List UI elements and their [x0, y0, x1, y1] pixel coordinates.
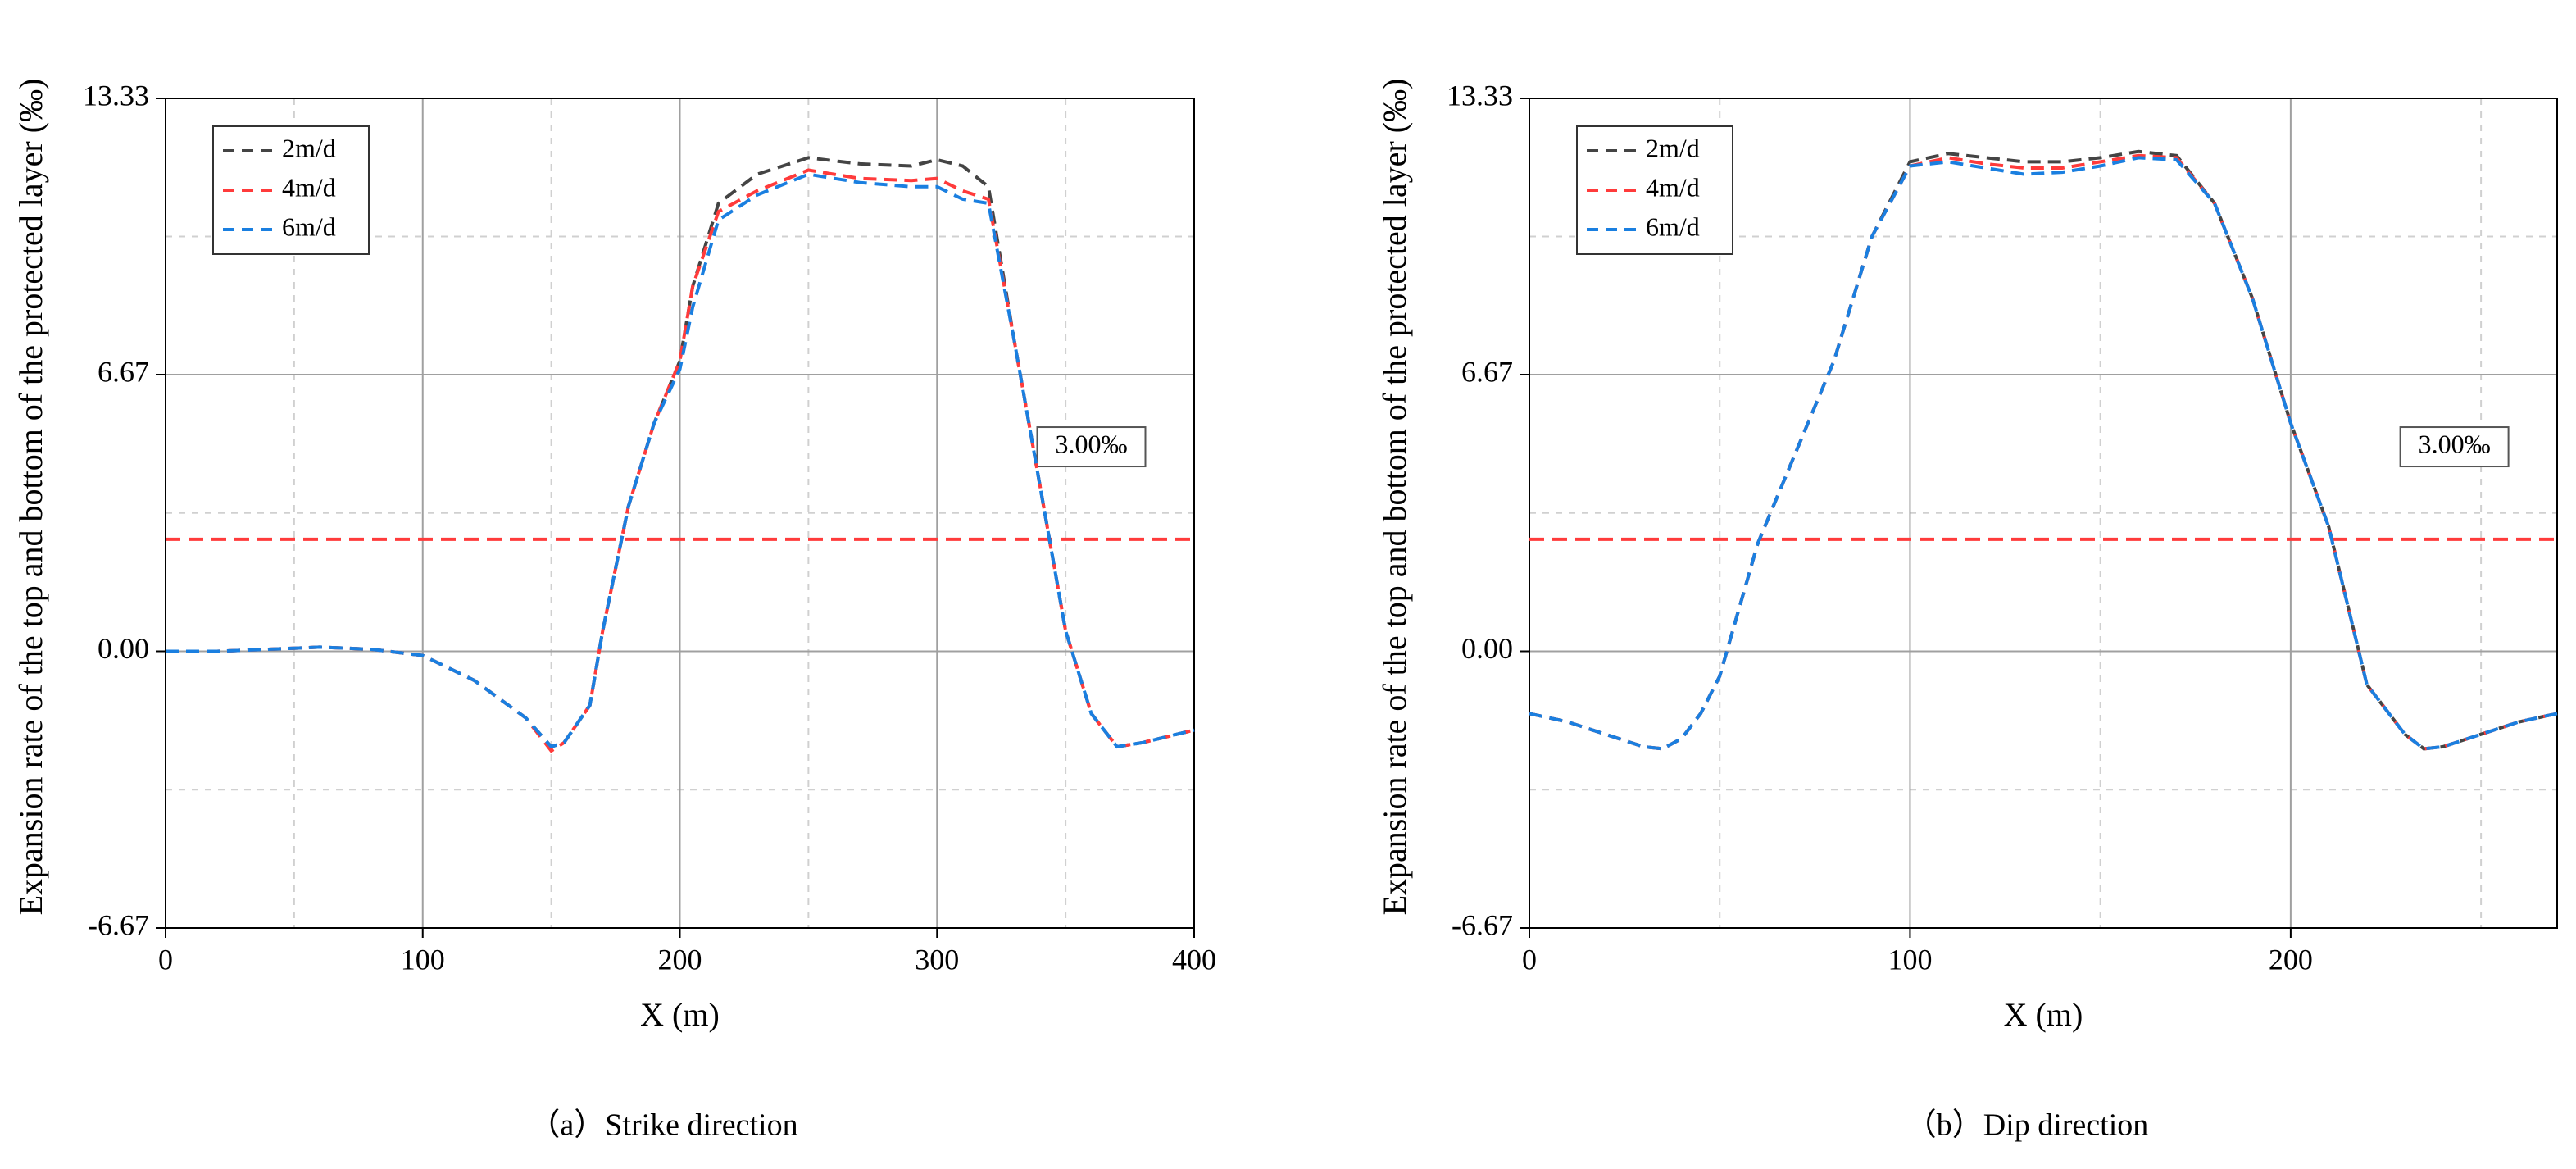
legend-label: 4m/d [282, 172, 336, 202]
y-tick-label: 6.67 [1461, 355, 1513, 388]
annotation: 3.00‰ [2419, 429, 2491, 458]
y-axis-label: Expansion rate of the top and bottom of … [1376, 79, 1413, 916]
x-tick-label: 100 [401, 943, 445, 976]
x-tick-label: 200 [2269, 943, 2313, 976]
y-tick-label: -6.67 [1452, 908, 1513, 941]
caption: （b）Dip direction [1906, 1108, 2149, 1143]
y-tick-label: 0.00 [98, 632, 149, 665]
annotation: 3.00‰ [1056, 429, 1128, 458]
legend-label: 2m/d [282, 133, 336, 162]
x-tick-label: 0 [1522, 943, 1537, 976]
legend-box [212, 125, 370, 255]
x-tick-label: 100 [1888, 943, 1932, 976]
x-tick-label: 200 [658, 943, 702, 976]
legend-box [1576, 125, 1733, 255]
y-tick-label: 0.00 [1461, 632, 1513, 665]
annotation-box [2399, 426, 2510, 468]
plot-frame [1529, 98, 2558, 929]
y-tick-label: 6.67 [98, 355, 149, 388]
x-tick-label: 0 [158, 943, 173, 976]
legend-label: 4m/d [1646, 172, 1700, 202]
x-tick-label: 300 [915, 943, 959, 976]
series-line [1529, 156, 2558, 751]
caption: （a）Strike direction [529, 1108, 797, 1143]
annotation-box [1036, 426, 1147, 468]
plot-frame [165, 98, 1195, 929]
x-axis-label: X (m) [2004, 996, 2083, 1033]
y-tick-label: 13.33 [1447, 79, 1513, 111]
y-tick-label: 13.33 [83, 79, 149, 111]
legend-label: 6m/d [1646, 212, 1700, 241]
chart: 0 100 200 -6.67 0.00 6.67 13.33 3.00‰ 2m/d 4m/d 6m… [1376, 79, 2558, 1143]
y-axis-label: Expansion rate of the top and bottom of … [12, 79, 49, 916]
legend-label: 6m/d [282, 212, 336, 241]
series-line [166, 172, 1195, 749]
legend-label: 2m/d [1646, 133, 1700, 162]
chart: 0 100 200 300 400 -6.67 0.00 6.67 13.33 3.00‰ 2m/d… [12, 79, 1216, 1143]
x-tick-label: 400 [1172, 943, 1216, 976]
x-axis-label: X (m) [640, 996, 720, 1033]
y-tick-label: -6.67 [88, 908, 149, 941]
